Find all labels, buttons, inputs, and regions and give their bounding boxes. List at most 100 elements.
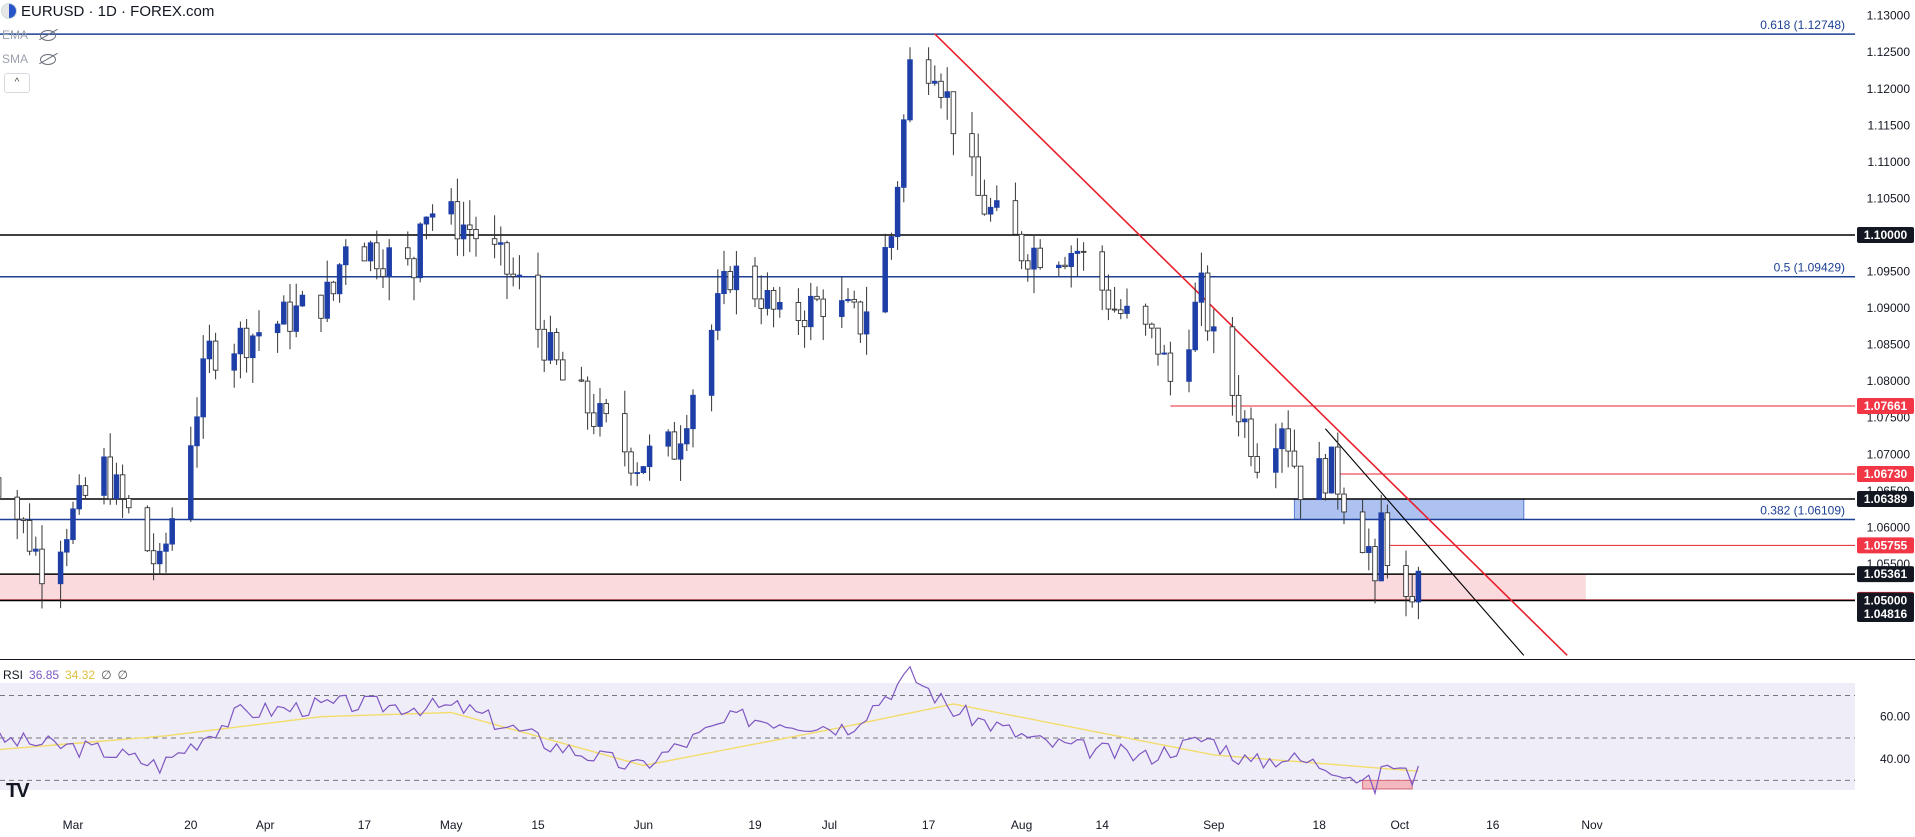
- candle[interactable]: [1186, 349, 1192, 382]
- candle[interactable]: [684, 428, 690, 445]
- candle[interactable]: [57, 551, 64, 585]
- price-level-tag[interactable]: [1857, 566, 1914, 583]
- candle[interactable]: [708, 329, 715, 396]
- candle[interactable]: [144, 507, 151, 552]
- candle[interactable]: [374, 242, 380, 270]
- candle[interactable]: [1211, 326, 1217, 332]
- candle[interactable]: [1328, 446, 1335, 494]
- candle[interactable]: [516, 274, 523, 277]
- candle[interactable]: [237, 327, 244, 355]
- candle[interactable]: [578, 379, 585, 382]
- candle[interactable]: [1335, 446, 1341, 495]
- candle[interactable]: [380, 268, 386, 277]
- candle[interactable]: [1415, 570, 1422, 603]
- candle[interactable]: [336, 264, 343, 295]
- price-level-tag[interactable]: [1857, 226, 1914, 243]
- candle[interactable]: [628, 451, 634, 474]
- candle[interactable]: [367, 242, 374, 262]
- candle[interactable]: [1062, 264, 1068, 268]
- candle[interactable]: [1316, 458, 1322, 501]
- candle[interactable]: [727, 271, 733, 291]
- candle[interactable]: [429, 213, 436, 218]
- candle[interactable]: [622, 413, 628, 453]
- candle[interactable]: [690, 394, 696, 430]
- candle[interactable]: [231, 353, 237, 371]
- candle[interactable]: [901, 119, 907, 188]
- candle[interactable]: [287, 301, 293, 332]
- hidden-eye-icon[interactable]: [40, 29, 57, 41]
- candle[interactable]: [318, 294, 324, 319]
- candle[interactable]: [0, 477, 2, 498]
- candle[interactable]: [491, 238, 498, 245]
- candle[interactable]: [770, 290, 777, 310]
- candle[interactable]: [101, 456, 107, 496]
- candle[interactable]: [250, 335, 256, 359]
- candle[interactable]: [1056, 264, 1062, 269]
- candle[interactable]: [541, 328, 547, 361]
- candle[interactable]: [752, 265, 758, 300]
- candle[interactable]: [454, 201, 461, 240]
- candle[interactable]: [758, 298, 764, 309]
- candle[interactable]: [863, 311, 870, 335]
- candle[interactable]: [795, 302, 802, 321]
- candle[interactable]: [665, 431, 671, 447]
- price-level-tag[interactable]: [1857, 397, 1914, 414]
- candle[interactable]: [163, 543, 169, 552]
- candle[interactable]: [851, 298, 857, 303]
- candle[interactable]: [1105, 289, 1112, 310]
- candle[interactable]: [1372, 546, 1378, 582]
- candle[interactable]: [1161, 352, 1167, 355]
- candle[interactable]: [361, 246, 368, 262]
- candle[interactable]: [274, 323, 281, 334]
- candle[interactable]: [1378, 512, 1384, 582]
- tradingview-logo-icon[interactable]: TV: [6, 780, 30, 802]
- candle[interactable]: [510, 273, 516, 277]
- candle[interactable]: [498, 242, 504, 245]
- candle[interactable]: [640, 466, 647, 473]
- candle[interactable]: [591, 412, 597, 427]
- candle[interactable]: [547, 332, 554, 361]
- candle[interactable]: [1018, 233, 1025, 262]
- hidden-eye-icon[interactable]: [40, 53, 57, 65]
- candle[interactable]: [882, 247, 888, 313]
- candle[interactable]: [845, 298, 851, 302]
- candle[interactable]: [1279, 428, 1285, 450]
- candle[interactable]: [281, 301, 287, 325]
- candle[interactable]: [820, 298, 826, 317]
- candle[interactable]: [1285, 428, 1291, 452]
- candle[interactable]: [1012, 200, 1019, 235]
- candle[interactable]: [448, 201, 454, 215]
- candle[interactable]: [119, 474, 126, 499]
- rsi-line[interactable]: [0, 665, 1419, 796]
- candle[interactable]: [70, 508, 76, 541]
- candle[interactable]: [113, 474, 120, 500]
- price-axis[interactable]: [1855, 0, 1915, 837]
- candle[interactable]: [839, 300, 845, 317]
- candle[interactable]: [721, 271, 727, 295]
- candle[interactable]: [200, 358, 206, 418]
- candle[interactable]: [1124, 305, 1130, 314]
- candle[interactable]: [423, 216, 430, 225]
- candle[interactable]: [256, 332, 262, 337]
- candle[interactable]: [777, 302, 783, 310]
- candle[interactable]: [473, 229, 479, 240]
- candle[interactable]: [417, 223, 423, 279]
- candle[interactable]: [1155, 327, 1161, 355]
- candle[interactable]: [188, 445, 194, 520]
- candle[interactable]: [535, 274, 541, 330]
- candle[interactable]: [64, 539, 70, 553]
- candle[interactable]: [764, 290, 771, 309]
- candle[interactable]: [293, 305, 299, 332]
- ema-indicator[interactable]: EMA: [2, 28, 57, 42]
- candle[interactable]: [243, 327, 250, 359]
- candle[interactable]: [677, 443, 684, 460]
- candle[interactable]: [1254, 456, 1260, 473]
- candle[interactable]: [584, 380, 591, 414]
- candle[interactable]: [20, 518, 27, 521]
- candle[interactable]: [1068, 252, 1074, 268]
- candle[interactable]: [299, 294, 306, 307]
- candle[interactable]: [1403, 565, 1409, 597]
- candle[interactable]: [467, 224, 473, 230]
- candle[interactable]: [634, 472, 640, 474]
